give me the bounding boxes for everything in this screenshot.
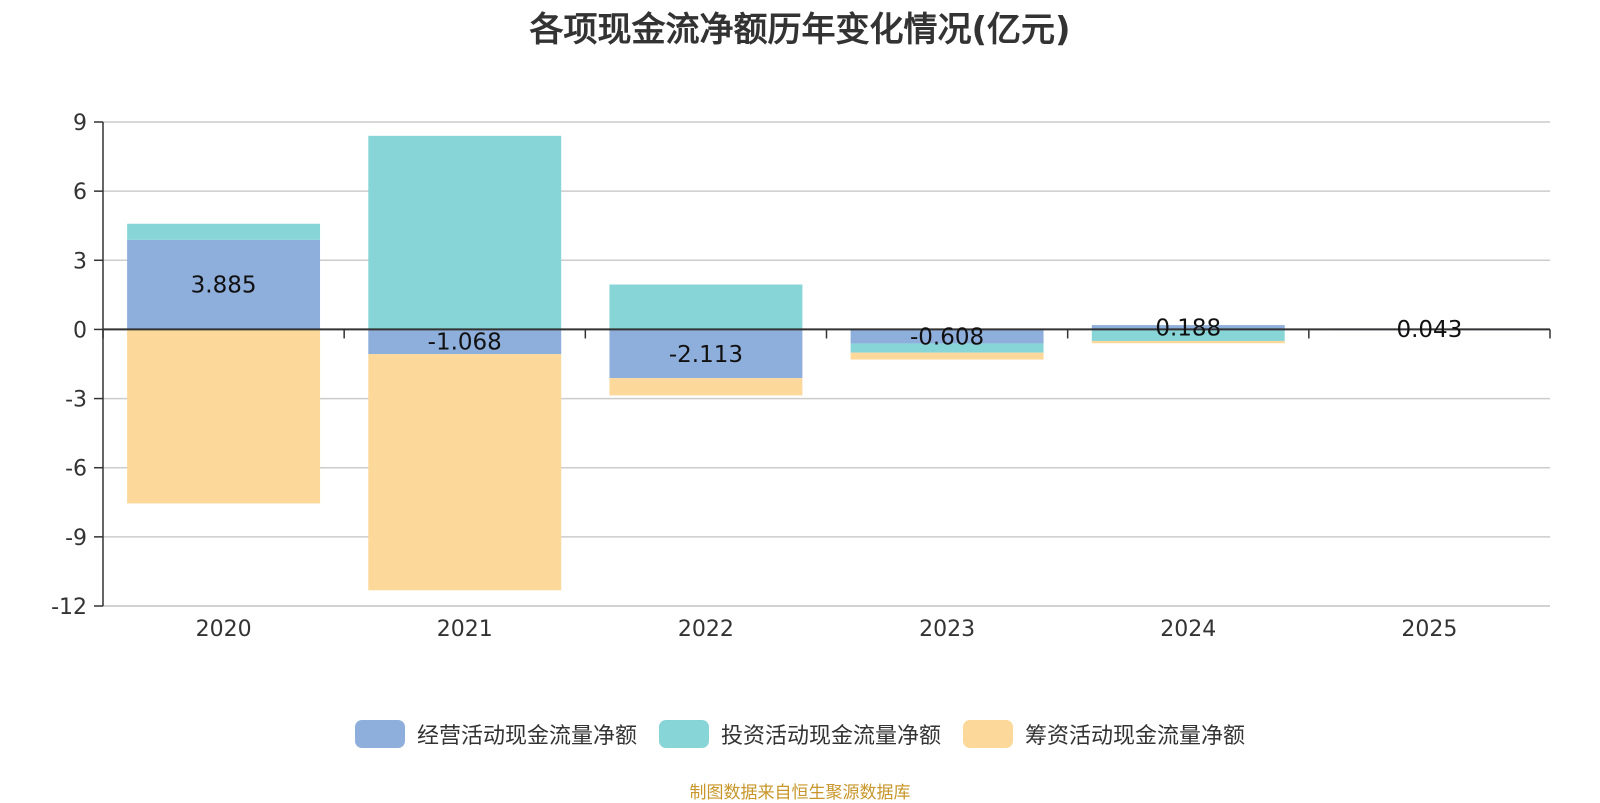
data-label-2025: 0.043 (1396, 317, 1462, 343)
data-label-2024: 0.188 (1155, 315, 1221, 341)
legend-item-0[interactable]: 经营活动现金流量净额 (354, 718, 637, 750)
y-tick-label: 3 (73, 249, 87, 274)
data-label-2020: 3.885 (191, 273, 257, 299)
x-tick-label: 2021 (437, 617, 493, 642)
chart-title: 各项现金流净额历年变化情况(亿元) (529, 10, 1071, 50)
x-tick-label: 2023 (919, 617, 975, 642)
bar-series2-2023 (850, 352, 1044, 360)
bar-series1-2021 (368, 135, 562, 330)
source-note: 制图数据来自恒生聚源数据库 (689, 783, 911, 803)
bar-series2-2021 (368, 354, 562, 591)
bar-series1-2020 (127, 223, 321, 240)
data-label-2023: -0.608 (910, 324, 984, 350)
x-tick-label: 2020 (196, 617, 252, 642)
grid-layer (103, 121, 1550, 607)
legend-swatch (354, 720, 405, 748)
axis-layer: 9 6 3 0 -3 -6 -9 -12 2020 2021 2022 2023 2024 2025 (51, 111, 1551, 642)
y-tick-label: -6 (65, 457, 87, 482)
legend-swatch (658, 720, 709, 748)
bar-series1-2023 (850, 343, 1044, 353)
bar-series2-2022 (609, 378, 803, 396)
bar-series0-2022 (609, 329, 803, 379)
bar-layer (127, 135, 1526, 591)
y-tick-label: 9 (73, 111, 87, 136)
y-tick-label: -9 (65, 526, 87, 551)
y-tick-label: -3 (65, 388, 87, 413)
legend-swatch (963, 720, 1013, 748)
legend: 经营活动现金流量净额 投资活动现金流量净额 筹资活动现金流量净额 (0, 718, 1600, 750)
bar-series2-2024 (1091, 340, 1285, 344)
bar-series1-2022 (609, 284, 803, 330)
y-tick-label: -12 (51, 595, 87, 620)
y-tick-label: 0 (73, 318, 87, 343)
legend-label: 投资活动现金流量净额 (720, 724, 941, 749)
x-tick-label: 2024 (1160, 617, 1216, 642)
bar-series0-2020 (127, 239, 321, 330)
bar-series0-2021 (368, 329, 562, 355)
bar-series0-2024 (1091, 325, 1285, 330)
data-label-2021: -1.068 (428, 330, 502, 356)
legend-item-2[interactable]: 筹资活动现金流量净额 (963, 718, 1245, 750)
label-layer: 3.885 -1.068 -2.113 -0.608 0.188 0.043 (191, 273, 1463, 368)
data-label-2022: -2.113 (669, 342, 743, 368)
legend-item-1[interactable]: 投资活动现金流量净额 (658, 718, 941, 750)
x-tick-label: 2025 (1401, 617, 1457, 642)
bar-series1-2024 (1091, 329, 1285, 341)
y-tick-label: 6 (73, 180, 87, 205)
x-tick-label: 2022 (678, 617, 734, 642)
legend-label: 经营活动现金流量净额 (416, 724, 637, 749)
bar-series2-2020 (127, 329, 321, 504)
bar-series0-2023 (850, 329, 1044, 344)
legend-label: 筹资活动现金流量净额 (1025, 724, 1246, 749)
